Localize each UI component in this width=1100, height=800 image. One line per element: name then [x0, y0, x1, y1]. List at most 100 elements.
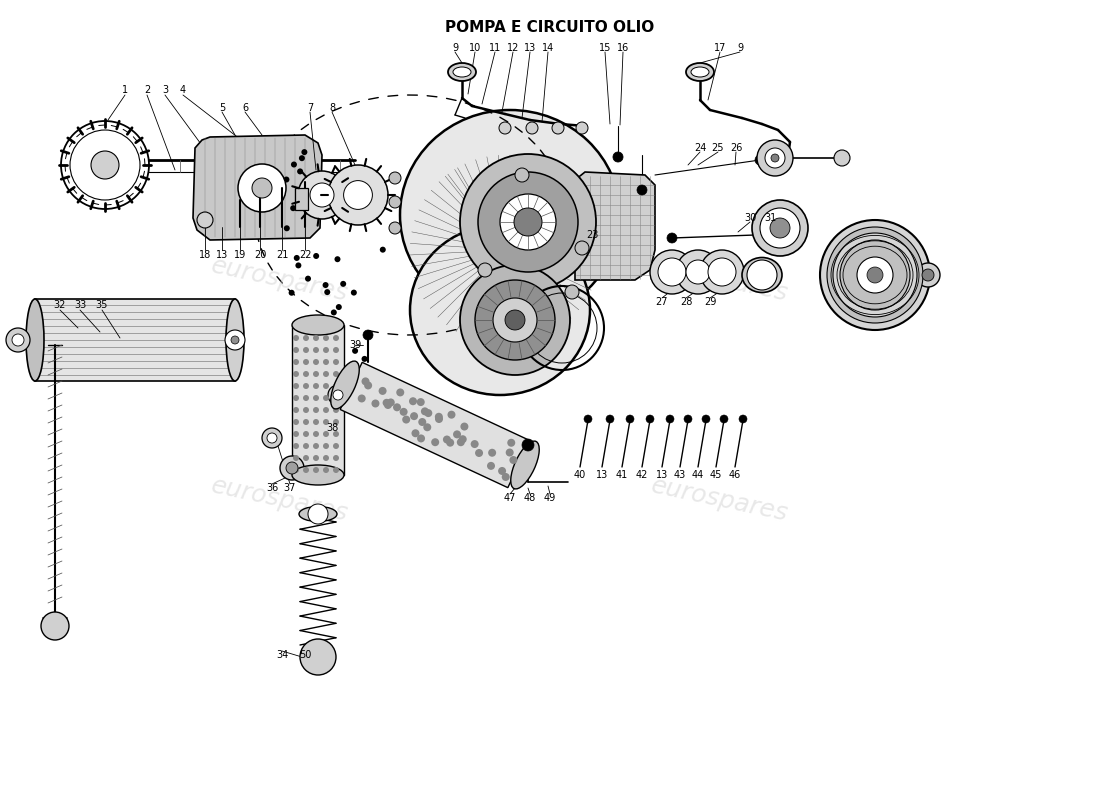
- Circle shape: [372, 399, 379, 407]
- Circle shape: [333, 335, 339, 341]
- Text: 36: 36: [266, 483, 278, 493]
- Text: eurospares: eurospares: [649, 254, 791, 306]
- Circle shape: [323, 419, 329, 425]
- Circle shape: [323, 467, 329, 473]
- Circle shape: [314, 253, 319, 259]
- Circle shape: [518, 267, 524, 273]
- Circle shape: [506, 449, 514, 457]
- Text: 47: 47: [504, 493, 516, 503]
- Text: 17: 17: [714, 43, 726, 53]
- Bar: [292, 325, 344, 475]
- Circle shape: [302, 431, 309, 437]
- Text: 13: 13: [216, 250, 228, 260]
- Text: 7: 7: [307, 103, 314, 113]
- Circle shape: [417, 398, 425, 406]
- Text: 40: 40: [574, 470, 586, 480]
- Circle shape: [820, 220, 930, 330]
- Circle shape: [867, 267, 883, 283]
- Circle shape: [658, 258, 686, 286]
- Circle shape: [293, 335, 299, 341]
- Text: 34: 34: [276, 650, 288, 660]
- Circle shape: [500, 194, 556, 250]
- Circle shape: [403, 415, 410, 423]
- Circle shape: [411, 430, 419, 438]
- Ellipse shape: [410, 225, 590, 395]
- Circle shape: [302, 443, 309, 449]
- Ellipse shape: [691, 67, 710, 77]
- Circle shape: [323, 383, 329, 389]
- Text: 29: 29: [704, 297, 716, 307]
- Circle shape: [296, 262, 301, 269]
- Circle shape: [352, 348, 359, 354]
- Circle shape: [526, 122, 538, 134]
- Circle shape: [294, 255, 300, 261]
- Circle shape: [637, 185, 647, 195]
- Circle shape: [293, 395, 299, 401]
- Circle shape: [333, 371, 339, 377]
- Circle shape: [293, 359, 299, 365]
- Circle shape: [333, 390, 343, 400]
- Circle shape: [358, 394, 365, 402]
- Circle shape: [606, 415, 614, 423]
- Circle shape: [314, 407, 319, 413]
- Circle shape: [443, 435, 451, 443]
- Circle shape: [284, 177, 289, 182]
- Circle shape: [331, 310, 337, 315]
- Ellipse shape: [453, 67, 471, 77]
- Text: 9: 9: [452, 43, 458, 53]
- Ellipse shape: [292, 465, 344, 485]
- Circle shape: [333, 431, 339, 437]
- Text: 2: 2: [144, 85, 150, 95]
- Text: 19: 19: [234, 250, 246, 260]
- Circle shape: [770, 218, 790, 238]
- Circle shape: [626, 415, 634, 423]
- Circle shape: [922, 269, 934, 281]
- Text: 25: 25: [712, 143, 724, 153]
- Circle shape: [686, 260, 710, 284]
- Circle shape: [708, 258, 736, 286]
- Ellipse shape: [292, 315, 344, 335]
- Circle shape: [515, 168, 529, 182]
- Circle shape: [314, 419, 319, 425]
- Circle shape: [522, 439, 534, 451]
- Circle shape: [314, 383, 319, 389]
- Circle shape: [453, 430, 461, 438]
- Circle shape: [293, 419, 299, 425]
- Text: 37: 37: [284, 483, 296, 493]
- Circle shape: [650, 250, 694, 294]
- Circle shape: [534, 178, 539, 184]
- Circle shape: [293, 431, 299, 437]
- Text: 42: 42: [636, 470, 648, 480]
- Circle shape: [314, 443, 319, 449]
- Circle shape: [302, 467, 309, 473]
- Circle shape: [238, 164, 286, 212]
- Circle shape: [323, 407, 329, 413]
- Circle shape: [409, 398, 417, 406]
- Circle shape: [613, 152, 623, 162]
- Circle shape: [532, 266, 538, 273]
- Circle shape: [700, 250, 744, 294]
- Circle shape: [333, 395, 339, 401]
- Circle shape: [502, 473, 509, 481]
- Text: 13: 13: [656, 470, 668, 480]
- Circle shape: [760, 208, 800, 248]
- Text: 13: 13: [596, 470, 608, 480]
- Text: 49: 49: [543, 493, 557, 503]
- Circle shape: [284, 226, 289, 231]
- Circle shape: [493, 298, 537, 342]
- Text: 8: 8: [329, 103, 336, 113]
- Circle shape: [552, 122, 564, 134]
- Circle shape: [447, 438, 454, 446]
- Text: 14: 14: [542, 43, 554, 53]
- Circle shape: [305, 276, 311, 282]
- Circle shape: [323, 335, 329, 341]
- Circle shape: [526, 164, 532, 170]
- Circle shape: [535, 183, 540, 189]
- Circle shape: [488, 449, 496, 457]
- Circle shape: [336, 304, 342, 310]
- Circle shape: [478, 172, 578, 272]
- Text: 21: 21: [276, 250, 288, 260]
- Circle shape: [684, 415, 692, 423]
- Circle shape: [507, 438, 515, 446]
- Circle shape: [302, 359, 309, 365]
